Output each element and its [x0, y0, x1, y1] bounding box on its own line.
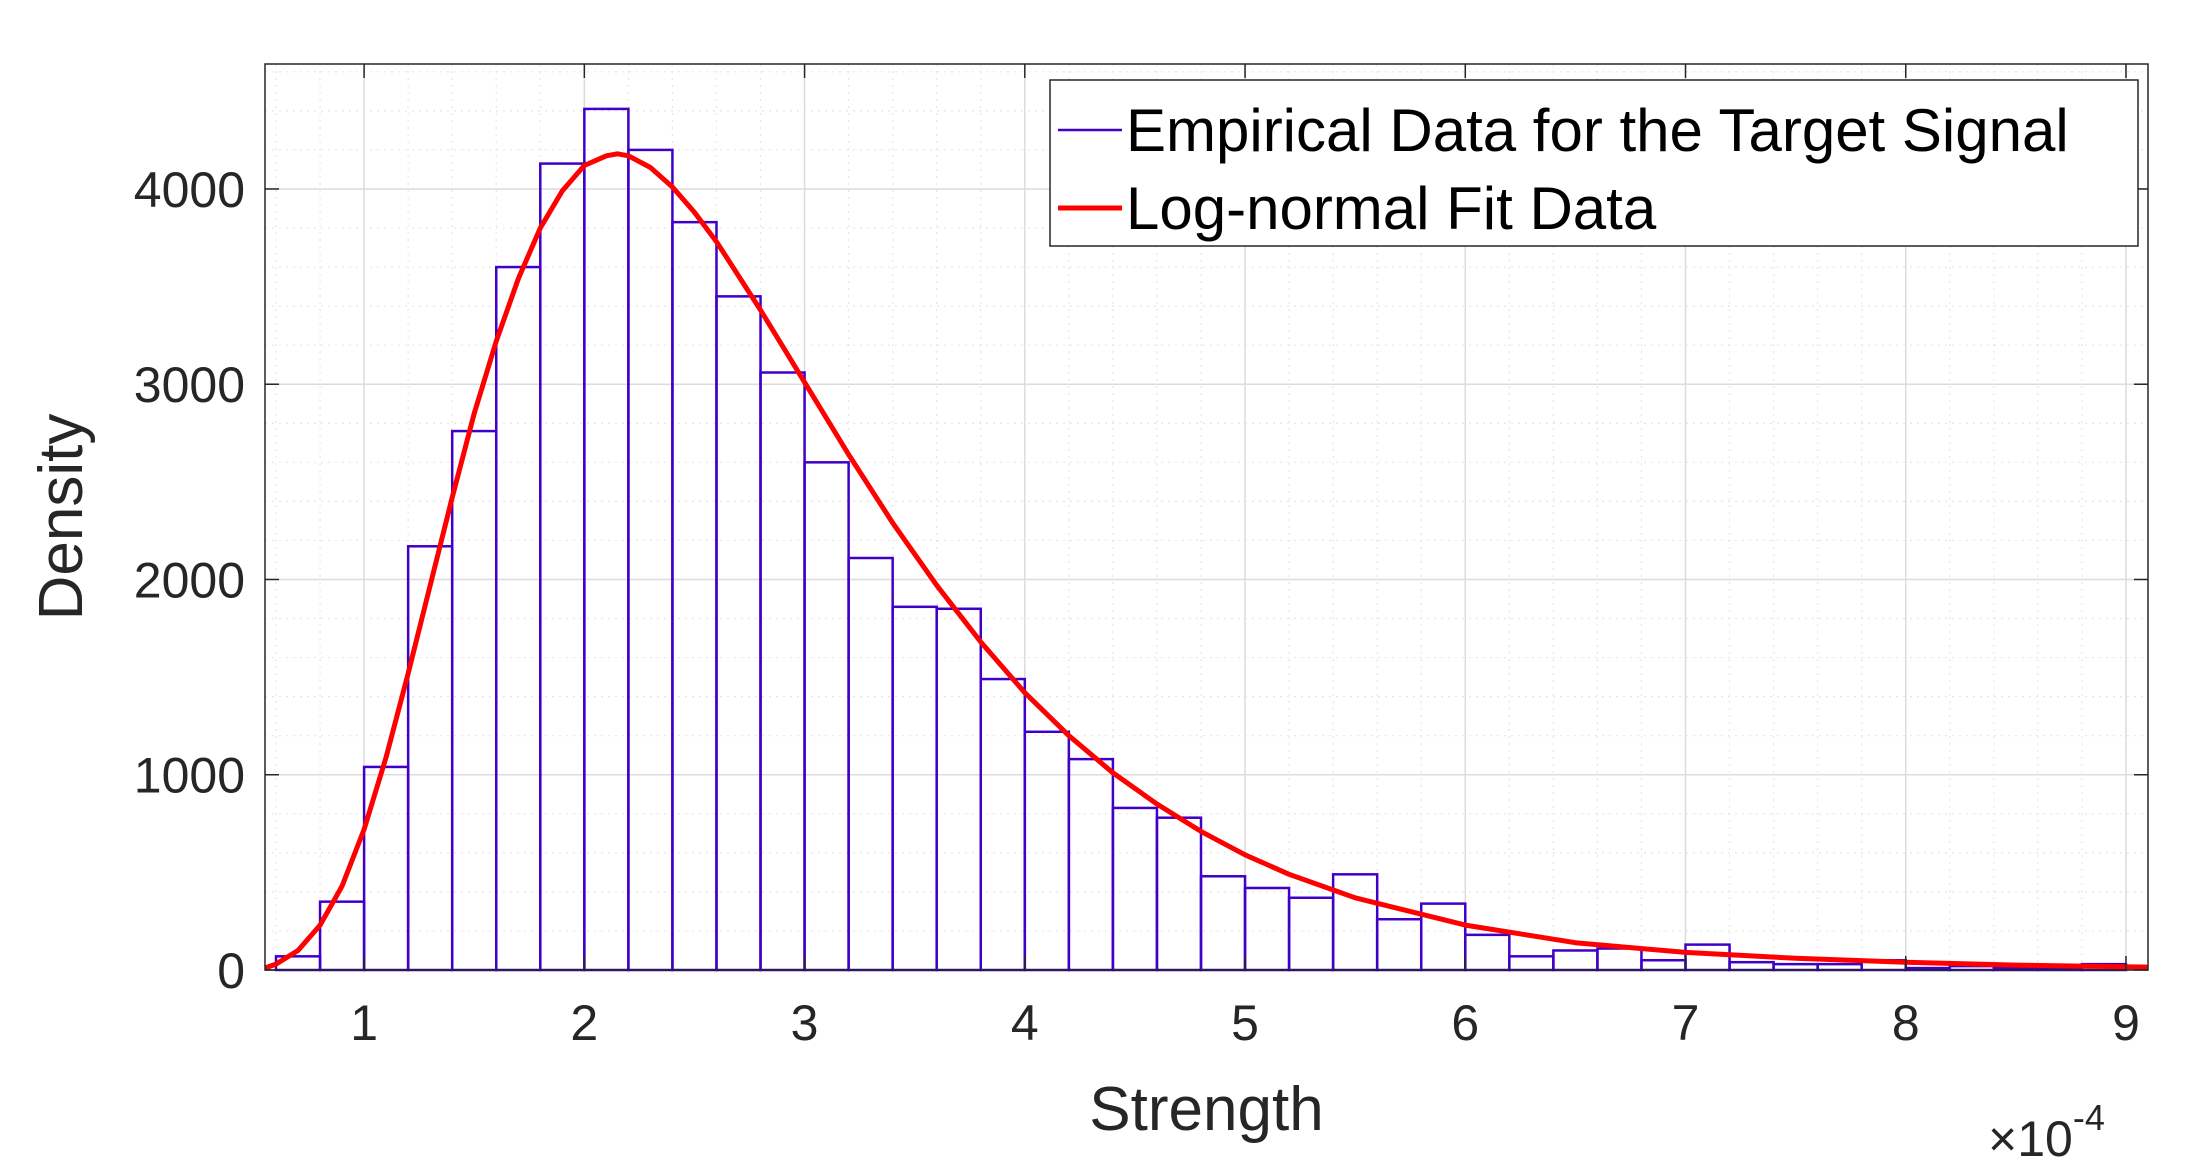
x-tick-label: 4 [1011, 995, 1039, 1051]
legend-entry-empirical: Empirical Data for the Target Signal [1126, 97, 2069, 164]
y-tick-label: 0 [217, 943, 245, 999]
y-tick-labels: 0 1000 2000 3000 4000 [134, 162, 245, 999]
y-tick-label: 3000 [134, 357, 245, 413]
y-tick-label: 2000 [134, 552, 245, 608]
y-tick-label: 4000 [134, 162, 245, 218]
x-tick-label: 6 [1451, 995, 1479, 1051]
x-axis-label: Strength [1089, 1075, 1323, 1144]
plot-area-border [264, 63, 2149, 971]
legend-entry-fit: Log-normal Fit Data [1126, 175, 1657, 242]
x-multiplier-exponent: -4 [2073, 1097, 2105, 1138]
x-tick-labels: 1 2 3 4 5 6 7 8 9 [350, 995, 2140, 1051]
x-tick-label: 5 [1231, 995, 1259, 1051]
axis-ticks [265, 64, 2148, 971]
x-tick-label: 1 [350, 995, 378, 1051]
x-tick-label: 8 [1892, 995, 1920, 1051]
x-tick-label: 2 [570, 995, 598, 1051]
y-axis-label: Density [27, 414, 96, 621]
x-tick-label: 7 [1672, 995, 1700, 1051]
x-tick-label: 9 [2112, 995, 2140, 1051]
y-tick-label: 1000 [134, 748, 245, 804]
lognormal-fit-line [264, 151, 2149, 971]
x-axis-multiplier: ×10-4 [1988, 1097, 2105, 1167]
legend: Empirical Data for the Target Signal Log… [1049, 79, 2139, 247]
x-multiplier-base: ×10 [1988, 1111, 2073, 1167]
legend-box [1049, 79, 2139, 247]
x-tick-label: 3 [791, 995, 819, 1051]
